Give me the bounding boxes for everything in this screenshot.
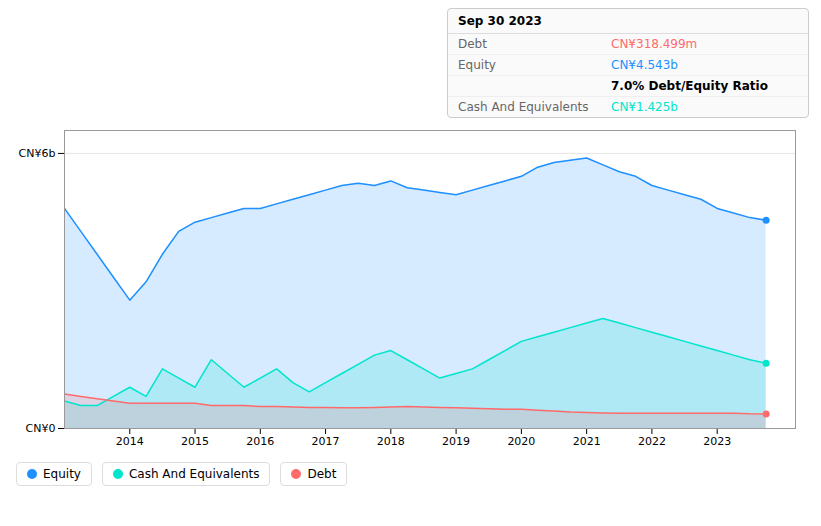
html-text:Cash And Equivalents: Cash And Equivalents — [458, 100, 589, 114]
svg-text:2015: 2015 — [181, 435, 209, 448]
svg-text:2021: 2021 — [573, 435, 601, 448]
svg-text:2014: 2014 — [116, 435, 144, 448]
svg-text:2020: 2020 — [507, 435, 535, 448]
html-text:Equity: Equity — [43, 467, 81, 481]
html-text:Equity: Equity — [458, 58, 496, 72]
html-text:7.0% Debt/Equity Ratio: 7.0% Debt/Equity Ratio — [611, 79, 768, 93]
html-text:CN¥1.425b: CN¥1.425b — [611, 100, 678, 114]
html-text:CN¥318.499m: CN¥318.499m — [611, 37, 698, 51]
svg-text:CN¥6b: CN¥6b — [19, 147, 56, 160]
svg-text:2018: 2018 — [377, 435, 405, 448]
svg-text:2019: 2019 — [442, 435, 470, 448]
svg-text:2023: 2023 — [703, 435, 731, 448]
html-text:Debt: Debt — [307, 467, 337, 481]
html-text:Sep 30 2023: Sep 30 2023 — [458, 14, 542, 28]
svg-text:2017: 2017 — [312, 435, 340, 448]
svg-text:2016: 2016 — [246, 435, 274, 448]
svg-text:CN¥0: CN¥0 — [26, 422, 56, 435]
html-text:Debt: Debt — [458, 37, 487, 51]
html-text:CN¥4.543b: CN¥4.543b — [611, 58, 678, 72]
svg-text:2022: 2022 — [638, 435, 666, 448]
html-text:Cash And Equivalents: Cash And Equivalents — [129, 467, 260, 481]
